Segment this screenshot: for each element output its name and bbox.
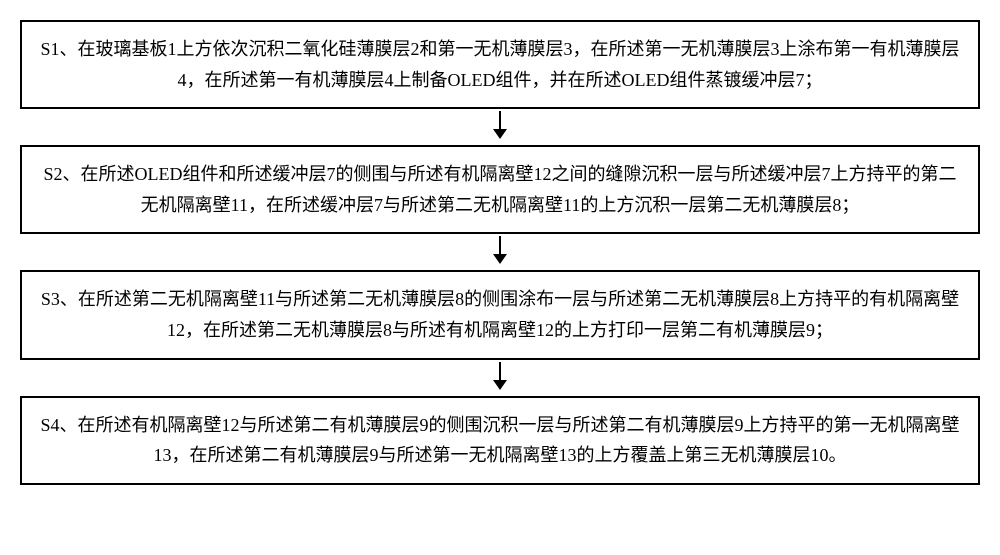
- arrow-down-icon: [499, 236, 501, 262]
- arrow-down-icon: [499, 111, 501, 137]
- step-box-s4: S4、在所述有机隔离壁12与所述第二有机薄膜层9的侧围沉积一层与所述第二有机薄膜…: [20, 396, 980, 485]
- arrow-down-icon: [499, 362, 501, 388]
- step-box-s1: S1、在玻璃基板1上方依次沉积二氧化硅薄膜层2和第一无机薄膜层3，在所述第一无机…: [20, 20, 980, 109]
- step-text: S4、在所述有机隔离壁12与所述第二有机薄膜层9的侧围沉积一层与所述第二有机薄膜…: [40, 415, 959, 466]
- flowchart-container: S1、在玻璃基板1上方依次沉积二氧化硅薄膜层2和第一无机薄膜层3，在所述第一无机…: [20, 20, 980, 485]
- step-box-s3: S3、在所述第二无机隔离壁11与所述第二无机薄膜层8的侧围涂布一层与所述第二无机…: [20, 270, 980, 359]
- step-text: S3、在所述第二无机隔离壁11与所述第二无机薄膜层8的侧围涂布一层与所述第二无机…: [41, 289, 959, 340]
- step-box-s2: S2、在所述OLED组件和所述缓冲层7的侧围与所述有机隔离壁12之间的缝隙沉积一…: [20, 145, 980, 234]
- step-text: S2、在所述OLED组件和所述缓冲层7的侧围与所述有机隔离壁12之间的缝隙沉积一…: [44, 164, 957, 215]
- step-text: S1、在玻璃基板1上方依次沉积二氧化硅薄膜层2和第一无机薄膜层3，在所述第一无机…: [40, 39, 959, 90]
